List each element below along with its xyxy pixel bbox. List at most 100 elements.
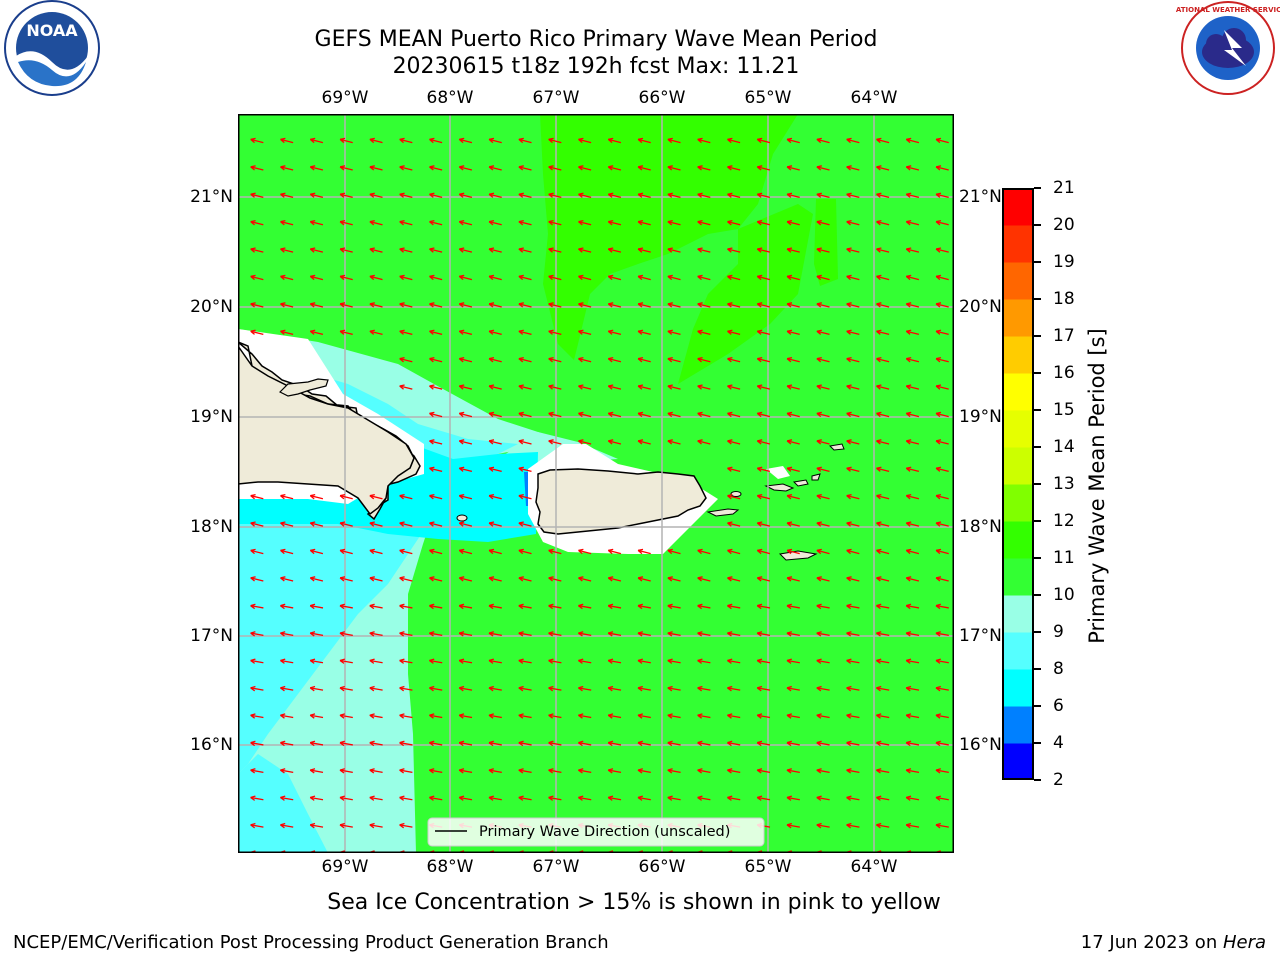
wave-arrow-head bbox=[250, 521, 256, 527]
wave-arrow-head bbox=[518, 219, 524, 226]
wave-arrow bbox=[429, 632, 443, 636]
wave-arrow bbox=[786, 193, 800, 199]
wave-arrow bbox=[369, 248, 383, 253]
wave-arrow-head bbox=[488, 439, 495, 445]
wave-arrow bbox=[906, 385, 920, 390]
wave-arrow bbox=[488, 796, 502, 801]
wave-arrow-head bbox=[250, 740, 256, 747]
colorbar-swatch bbox=[1002, 447, 1034, 485]
wave-arrow-head bbox=[727, 603, 733, 610]
wave-arrow-head bbox=[399, 576, 405, 582]
wave-arrow-head bbox=[607, 356, 614, 363]
wave-arrow-head bbox=[607, 576, 614, 582]
wave-arrow bbox=[786, 824, 800, 828]
lon-label-bottom: 64°W bbox=[850, 857, 898, 877]
wave-arrow-head bbox=[399, 302, 405, 308]
wave-arrow bbox=[727, 494, 741, 500]
wave-arrow bbox=[250, 687, 264, 691]
wave-arrow-head bbox=[309, 165, 316, 171]
wave-arrow-head bbox=[488, 165, 495, 171]
wave-arrow-head bbox=[935, 685, 941, 692]
wave-arrow bbox=[935, 769, 949, 773]
wave-arrow bbox=[637, 742, 651, 746]
wave-arrow bbox=[637, 193, 651, 199]
wave-arrow bbox=[727, 714, 741, 719]
wave-arrow-head bbox=[876, 192, 882, 198]
wave-arrow-head bbox=[458, 548, 465, 555]
culebra-island bbox=[730, 491, 742, 497]
wave-arrow-head bbox=[667, 603, 673, 610]
wave-arrow-head bbox=[429, 740, 435, 747]
wave-arrow-head bbox=[518, 795, 524, 801]
wave-arrow-head bbox=[578, 384, 584, 390]
wave-arrow-head bbox=[578, 247, 584, 253]
wave-arrow bbox=[906, 220, 920, 226]
wave-arrow bbox=[250, 549, 264, 555]
wave-arrow bbox=[578, 220, 592, 226]
wave-arrow bbox=[399, 549, 413, 555]
wave-arrow bbox=[280, 522, 294, 527]
wave-arrow bbox=[250, 275, 264, 281]
wave-arrow bbox=[816, 385, 830, 390]
wave-arrow-head bbox=[399, 768, 405, 774]
wave-arrow bbox=[399, 605, 413, 609]
wave-arrow bbox=[816, 659, 830, 664]
wave-arrow bbox=[906, 687, 920, 691]
wave-arrow bbox=[876, 796, 890, 801]
wave-arrow bbox=[816, 769, 830, 773]
wave-arrow bbox=[518, 440, 532, 445]
wave-arrow bbox=[578, 577, 592, 582]
wave-arrow-head bbox=[727, 768, 733, 774]
wave-arrow-head bbox=[697, 603, 703, 610]
wave-arrow bbox=[697, 303, 711, 308]
wave-arrow-head bbox=[667, 274, 673, 281]
wave-arrow bbox=[786, 166, 800, 171]
wave-arrow bbox=[518, 193, 532, 199]
wave-arrow-head bbox=[935, 576, 942, 582]
wave-arrow-head bbox=[280, 192, 286, 198]
wave-arrow bbox=[459, 742, 473, 746]
wave-arrow bbox=[846, 522, 860, 527]
wave-arrow-head bbox=[548, 219, 554, 226]
wave-arrow-head bbox=[727, 795, 733, 801]
wave-arrow-head bbox=[518, 192, 524, 198]
wave-arrow bbox=[786, 714, 800, 719]
wave-arrow bbox=[518, 796, 532, 801]
wave-arrow-head bbox=[309, 740, 316, 747]
wave-arrow-head bbox=[697, 713, 703, 719]
wave-arrow bbox=[310, 659, 324, 664]
wave-arrow bbox=[935, 385, 949, 390]
colorbar-swatch bbox=[1002, 188, 1034, 226]
wave-arrow-head bbox=[578, 411, 584, 418]
wave-arrow-head bbox=[905, 713, 912, 719]
wave-arrow-head bbox=[607, 740, 614, 747]
wave-arrow-head bbox=[905, 493, 912, 500]
wave-arrow-head bbox=[488, 768, 494, 774]
wave-arrow-head bbox=[876, 713, 882, 719]
wave-arrow-head bbox=[250, 576, 256, 582]
wave-arrow bbox=[786, 275, 800, 281]
wave-arrow bbox=[935, 494, 949, 500]
wave-arrow-head bbox=[816, 493, 822, 500]
wave-arrow-head bbox=[458, 384, 465, 390]
lon-label-bottom: 69°W bbox=[321, 857, 369, 877]
wave-arrow bbox=[310, 577, 324, 582]
wave-arrow-head bbox=[548, 439, 554, 445]
wave-arrow bbox=[906, 796, 920, 801]
wave-arrow bbox=[310, 549, 324, 555]
st-croix-island bbox=[778, 550, 818, 561]
wave-arrow bbox=[846, 330, 860, 336]
wave-arrow bbox=[339, 632, 353, 636]
wave-arrow bbox=[280, 330, 294, 336]
wave-arrow bbox=[488, 522, 502, 527]
wave-arrow-head bbox=[727, 384, 733, 390]
wave-arrow bbox=[876, 769, 890, 773]
wave-arrow bbox=[697, 193, 711, 199]
wave-arrow-head bbox=[935, 329, 942, 335]
wave-arrow bbox=[369, 687, 383, 691]
wave-arrow bbox=[518, 659, 532, 664]
wave-arrow bbox=[459, 275, 473, 281]
wave-arrow-head bbox=[786, 192, 793, 198]
wave-arrow-head bbox=[429, 713, 435, 719]
wave-arrow-head bbox=[458, 411, 465, 418]
